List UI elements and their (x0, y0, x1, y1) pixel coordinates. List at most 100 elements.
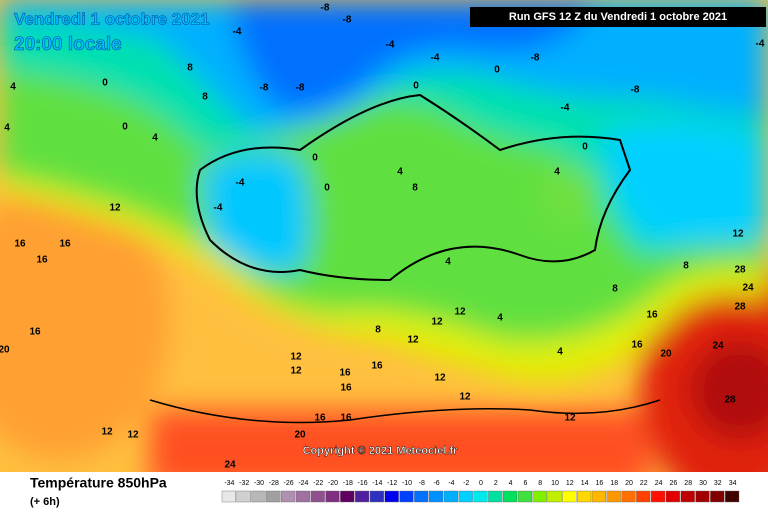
contour-label: -8 (321, 3, 330, 14)
contour-label: 4 (554, 167, 560, 178)
contour-label: 12 (127, 430, 139, 441)
time: 20:00 locale (14, 34, 122, 55)
colorbar-label: -2 (463, 480, 469, 487)
colorbar-swatch (517, 490, 533, 503)
contour-label: 16 (646, 310, 658, 321)
colorbar-label: 10 (551, 480, 559, 487)
contour-label: 28 (734, 302, 746, 313)
contour-label: 12 (290, 366, 302, 377)
colorbar-label: 32 (714, 480, 722, 487)
colorbar-swatch (503, 490, 518, 503)
date: Vendredi 1 octobre 2021 (14, 9, 210, 28)
contour-label: 8 (612, 284, 618, 295)
contour-label: 0 (102, 78, 108, 89)
contour-label: 16 (29, 327, 41, 338)
colorbar-label: -20 (328, 480, 338, 487)
colorbar-label: 4 (509, 480, 513, 487)
colorbar-label: 18 (610, 480, 618, 487)
colorbar-label: -22 (313, 480, 323, 487)
contour-label: -8 (343, 15, 352, 26)
contour-label: 4 (4, 123, 10, 134)
colorbar-label: 30 (699, 480, 707, 487)
colorbar-swatch (621, 490, 636, 503)
colorbar-swatch (221, 490, 237, 503)
colorbar-label: -12 (387, 480, 397, 487)
contour-label: -8 (631, 85, 640, 96)
contour-label: -4 (214, 203, 223, 214)
copyright: Copyright © 2021 Meteociel.fr (303, 445, 459, 457)
colorbar-swatch (547, 490, 562, 503)
colorbar-swatch (606, 490, 621, 503)
contour-label: -8 (531, 53, 540, 64)
colorbar-label: -4 (448, 480, 454, 487)
colorbar-label: 0 (479, 480, 483, 487)
colorbar-swatch (281, 490, 296, 503)
contour-label: 0 (312, 153, 318, 164)
contour-label: 16 (340, 413, 352, 424)
contour-label: 16 (340, 383, 352, 394)
contour-label: 20 (0, 345, 10, 356)
colorbar-label: 28 (684, 480, 692, 487)
contour-label: 4 (397, 167, 403, 178)
contour-label: 12 (459, 392, 471, 403)
colorbar-swatch (488, 490, 503, 503)
contour-label: 28 (734, 265, 746, 276)
colorbar-swatch (532, 490, 547, 503)
colorbar-swatch (443, 490, 459, 503)
contour-label: 12 (109, 203, 121, 214)
contour-label: 4 (557, 347, 563, 358)
contour-label: 4 (497, 313, 503, 324)
contour-label: 12 (431, 317, 443, 328)
colorbar-swatch (710, 490, 725, 503)
contour-label: 24 (742, 283, 754, 294)
contour-label: 20 (294, 430, 306, 441)
colorbar-swatch (310, 490, 325, 503)
colorbar-label: 22 (640, 480, 648, 487)
run: Run GFS 12 Z du Vendredi 1 octobre 2021 (509, 11, 727, 23)
contour-label: 8 (412, 183, 418, 194)
contour-label: -4 (386, 40, 395, 51)
colorbar-label: -16 (358, 480, 368, 487)
colorbar-swatch (236, 490, 251, 503)
colorbar-swatch (725, 490, 740, 503)
colorbar-label: 34 (729, 480, 737, 487)
colorbar-swatch (591, 490, 607, 503)
colorbar-swatch (665, 490, 681, 503)
colorbar-label: 2 (494, 480, 498, 487)
contour-label: 16 (59, 239, 71, 250)
colorbar-swatch (369, 490, 385, 503)
colorbar-swatch (680, 490, 695, 503)
contour-label: 0 (582, 142, 588, 153)
colorbar-swatch (384, 490, 399, 503)
colorbar-swatch (562, 490, 577, 503)
colorbar-label: 8 (538, 480, 542, 487)
contour-label: 24 (224, 460, 236, 471)
contour-label: 8 (202, 92, 208, 103)
contour-label: -8 (296, 83, 305, 94)
colorbar-label: -6 (433, 480, 439, 487)
contour-label: 4 (152, 133, 158, 144)
contour-label: 12 (732, 229, 744, 240)
colorbar-swatch (651, 490, 666, 503)
contour-label: 12 (407, 335, 419, 346)
colorbar-label: -18 (343, 480, 353, 487)
colorbar-label: 20 (625, 480, 633, 487)
footer-lead: (+ 6h) (30, 496, 60, 508)
colorbar-label: 16 (596, 480, 604, 487)
colorbar-label: -24 (298, 480, 308, 487)
contour-label: 16 (371, 361, 383, 372)
contour-label: -4 (431, 53, 440, 64)
colorbar-label: 14 (581, 480, 589, 487)
contour-label: -4 (233, 27, 242, 38)
colorbar-label: 26 (670, 480, 678, 487)
colorbar-swatch (429, 490, 444, 503)
contour-label: 4 (10, 82, 16, 93)
contour-label: 16 (631, 340, 643, 351)
footer-title: Température 850hPa (30, 475, 167, 491)
colorbar: -34 -32 -30 -28 -26 -24 -22 -20 -18 -16 -14 -12 -10-… (221, 480, 740, 503)
colorbar-swatch (636, 490, 651, 503)
contour-label: 0 (413, 81, 419, 92)
contour-label: 20 (660, 349, 672, 360)
